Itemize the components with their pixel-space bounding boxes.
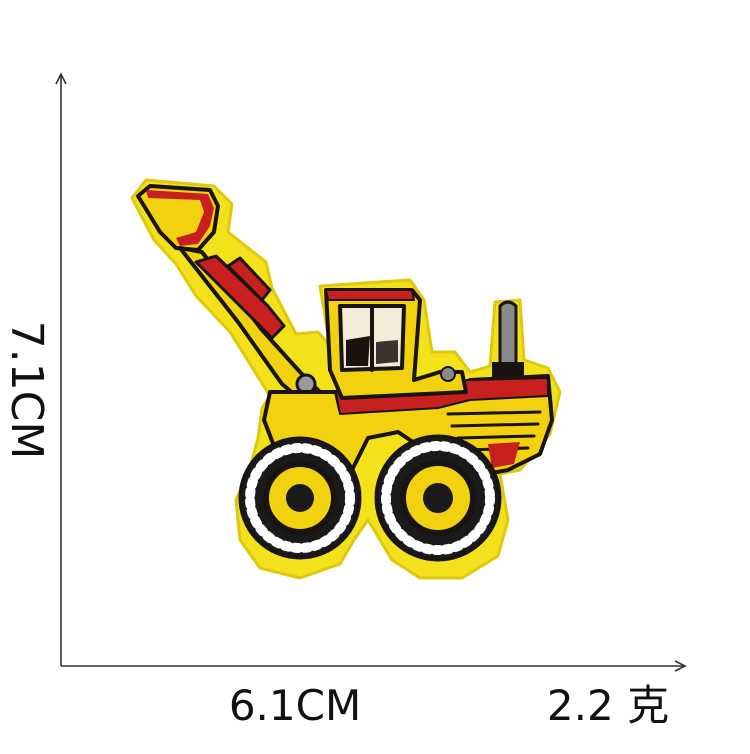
loader-tractor-patch: [130, 178, 562, 580]
exhaust-stack: [498, 300, 518, 366]
bucket-red-trim: [146, 190, 214, 246]
dimension-axes: [55, 72, 687, 672]
cab-roof: [325, 289, 415, 301]
weight-label: 2.2 克: [546, 681, 670, 730]
front-wheel: [374, 434, 502, 562]
headlight: [440, 366, 456, 382]
arm-hydraulic-upper: [226, 256, 272, 302]
rear-wheel: [238, 436, 362, 560]
height-axis-arrow: [55, 72, 67, 85]
arm-hydraulic: [194, 254, 286, 340]
width-dimension-label: 6.1CM: [228, 681, 362, 730]
exhaust-base: [492, 362, 524, 378]
grille-red-accent: [488, 442, 520, 468]
cab-interior-shadow: [346, 336, 370, 366]
cab-seat: [376, 340, 398, 364]
height-dimension-text: 7.1CM: [1, 320, 52, 460]
width-axis-arrow: [674, 660, 687, 672]
